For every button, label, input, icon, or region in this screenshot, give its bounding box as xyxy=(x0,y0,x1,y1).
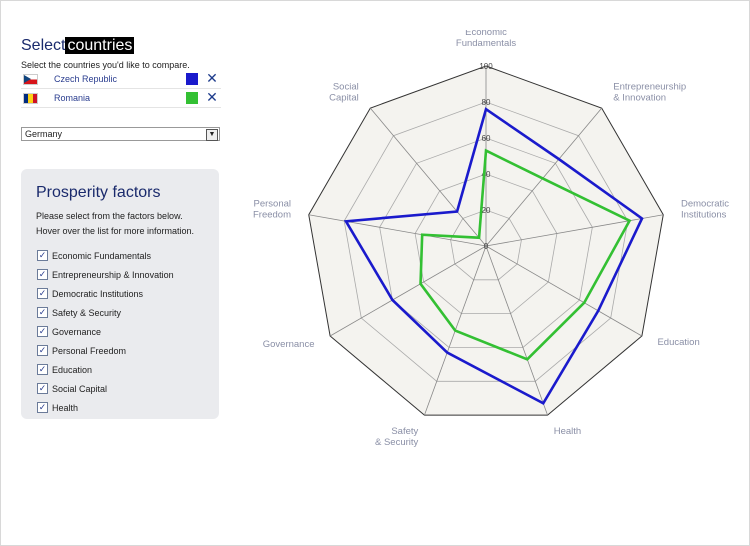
factor-label: Governance xyxy=(52,326,102,337)
radar-axis-label: Social Capital xyxy=(329,81,359,103)
radar-axis-label: Economic Fundamentals xyxy=(456,30,516,49)
factor-item[interactable]: ✓ Personal Freedom xyxy=(37,341,174,360)
country-name[interactable]: Czech Republic xyxy=(54,74,118,84)
country-row-czech: Czech Republic ✕ xyxy=(21,70,221,89)
checkbox-checked-icon[interactable]: ✓ xyxy=(37,288,48,299)
checkbox-checked-icon[interactable]: ✓ xyxy=(37,345,48,356)
radar-spoke xyxy=(485,107,603,247)
factors-title: Prosperity factors xyxy=(36,184,161,201)
radar-spoke xyxy=(485,214,664,247)
radar-grid-ring xyxy=(379,137,593,348)
country-row-romania: Romania ✕ xyxy=(21,89,221,108)
radar-axis-label: Education xyxy=(657,337,699,348)
radar-tick-label: 20 xyxy=(482,206,491,215)
czech-flag-icon xyxy=(23,73,38,85)
factor-item[interactable]: ✓ Education xyxy=(37,360,174,379)
factor-item[interactable]: ✓ Democratic Institutions xyxy=(37,284,174,303)
czech-color-swatch xyxy=(186,73,198,85)
radar-axis-label: Personal Freedom xyxy=(253,199,291,221)
factor-label: Democratic Institutions xyxy=(52,288,144,299)
factor-label: Health xyxy=(52,402,79,413)
factor-label: Personal Freedom xyxy=(52,345,127,356)
radar-axis-label: Safety & Security xyxy=(375,426,419,448)
select-subtitle: Select the countries you'd like to compa… xyxy=(21,60,190,70)
radar-spoke xyxy=(485,245,548,416)
radar-axis-label: Democratic Institutions xyxy=(681,199,729,221)
factor-label: Social Capital xyxy=(52,383,108,394)
radar-grid-ring xyxy=(414,173,558,315)
factors-description: Please select from the factors below. Ho… xyxy=(36,209,216,239)
radar-tick-label: 100 xyxy=(479,62,493,71)
title-prefix: Select xyxy=(21,37,66,54)
factors-list: ✓ Economic Fundamentals ✓ Entrepreneurship… xyxy=(37,246,174,417)
checkbox-checked-icon[interactable]: ✓ xyxy=(37,402,48,413)
factor-item[interactable]: ✓ Social Capital xyxy=(37,379,174,398)
checkbox-checked-icon[interactable]: ✓ xyxy=(37,383,48,394)
radar-spoke xyxy=(369,107,487,247)
factor-item[interactable]: ✓ Entrepreneurship & Innovation xyxy=(37,265,174,284)
factor-label: Economic Fundamentals xyxy=(52,250,152,261)
radar-grid-ring xyxy=(450,209,522,281)
remove-czech-icon[interactable]: ✕ xyxy=(206,70,218,86)
factor-item[interactable]: ✓ Economic Fundamentals xyxy=(37,246,174,265)
left-panel: Select countries Select the countries you… xyxy=(21,36,221,419)
factor-label: Safety & Security xyxy=(52,307,122,318)
radar-spoke xyxy=(329,245,487,337)
radar-spoke xyxy=(485,245,643,337)
checkbox-checked-icon[interactable]: ✓ xyxy=(37,364,48,375)
radar-series-line xyxy=(419,148,632,361)
dropdown-value: Germany xyxy=(25,129,63,139)
radar-spoke xyxy=(308,214,487,247)
checkbox-checked-icon[interactable]: ✓ xyxy=(37,269,48,280)
radar-tick-label: 0 xyxy=(484,242,489,251)
radar-tick-label: 80 xyxy=(482,98,491,107)
radar-axis-label: Entrepreneurship & Innovation xyxy=(613,81,686,103)
factor-item[interactable]: ✓ Governance xyxy=(37,322,174,341)
dropdown-arrow-icon[interactable]: ▼ xyxy=(206,129,218,141)
title-highlight: countries xyxy=(65,37,135,54)
checkbox-checked-icon[interactable]: ✓ xyxy=(37,307,48,318)
radar-axis-label: Health xyxy=(554,426,581,437)
factor-item[interactable]: ✓ Safety & Security xyxy=(37,303,174,322)
checkbox-checked-icon[interactable]: ✓ xyxy=(37,326,48,337)
factors-desc-line1: Please select from the factors below. xyxy=(36,211,183,221)
country-name[interactable]: Romania xyxy=(54,93,91,103)
radar-tick-label: 60 xyxy=(482,134,491,143)
factor-label: Entrepreneurship & Innovation xyxy=(52,269,174,280)
radar-axis-label: Governance xyxy=(263,339,315,350)
checkbox-checked-icon[interactable]: ✓ xyxy=(37,250,48,261)
factor-item[interactable]: ✓ Health xyxy=(37,398,174,417)
country-dropdown[interactable]: Germany ▼ xyxy=(21,127,220,141)
radar-chart: 20 40 60 80 100 0 Economic Fundamentals Entrepre… xyxy=(253,30,729,448)
radar-tick-label: 40 xyxy=(482,170,491,179)
prosperity-factors-panel: Prosperity factors Please select from th… xyxy=(21,169,219,419)
radar-grid-ring xyxy=(343,101,629,382)
factors-desc-line2: Hover over the list for more information… xyxy=(36,226,195,236)
remove-romania-icon[interactable]: ✕ xyxy=(206,89,218,105)
factor-label: Education xyxy=(52,364,93,375)
select-countries-title: Select countries xyxy=(21,36,221,56)
radar-series-line xyxy=(343,107,644,406)
romania-color-swatch xyxy=(186,92,198,104)
romania-flag-icon xyxy=(23,92,38,104)
